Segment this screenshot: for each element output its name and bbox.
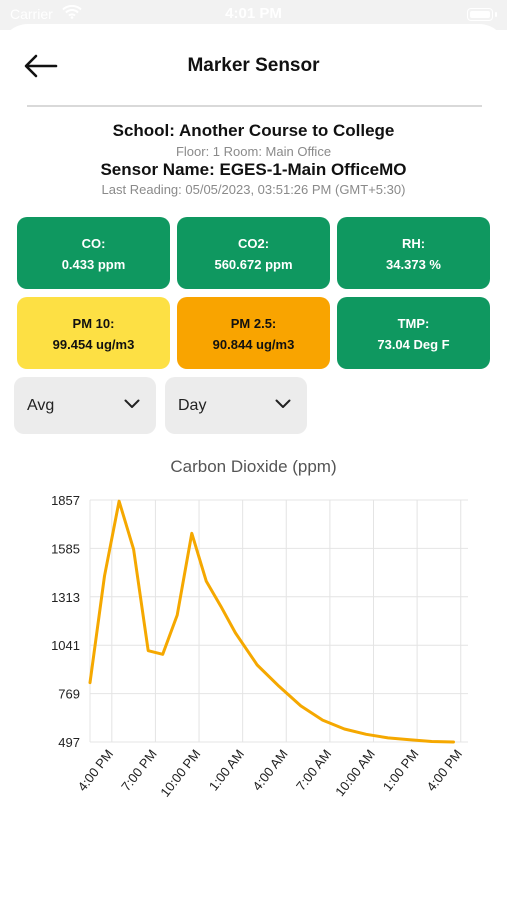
y-tick-label: 1041 [51,638,80,653]
x-tick-label: 1:00 PM [380,747,422,794]
reading-card-co2[interactable]: CO2: 560.672 ppm [177,217,330,289]
reading-value: 90.844 ug/m3 [212,337,295,352]
sensor-name: Sensor Name: EGES-1-Main OfficeMO [100,160,407,179]
last-reading: Last Reading: 05/05/2023, 03:51:26 PM (G… [101,182,406,197]
modal-sheet [0,24,507,900]
reading-value: 0.433 ppm [61,257,126,272]
x-tick-label: 10:00 AM [332,747,378,800]
page-title: Marker Sensor [187,55,320,76]
reading-card-co[interactable]: CO: 0.433 ppm [17,217,170,289]
reading-value: 99.454 ug/m3 [52,337,135,352]
y-tick-label: 1585 [51,541,80,556]
floor-room: Floor: 1 Room: Main Office [175,144,332,159]
aggregate-value: Avg [27,397,55,414]
x-tick-label: 4:00 AM [249,747,290,794]
reading-value: 73.04 Deg F [377,337,450,352]
reading-value: 34.373 % [386,257,441,272]
reading-label: PM 2.5: [230,316,277,331]
y-tick-label: 1313 [51,590,80,605]
chevron-down-icon [275,399,291,408]
reading-card-pm10[interactable]: PM 10: 99.454 ug/m3 [17,297,170,369]
range-dropdown[interactable]: Day [165,377,307,434]
y-tick-label: 497 [58,735,80,750]
reading-value: 560.672 ppm [214,257,293,272]
x-tick-label: 1:00 AM [206,747,247,794]
x-tick-label: 4:00 PM [423,747,465,794]
school-name: School: Another Course to College [112,121,395,140]
x-tick-label: 4:00 PM [75,747,117,794]
header-divider [27,105,482,107]
battery-icon [467,8,497,21]
reading-label: CO: [81,236,106,251]
range-value: Day [178,397,207,414]
reading-label: RH: [401,236,426,251]
reading-card-pm25[interactable]: PM 2.5: 90.844 ug/m3 [177,297,330,369]
carrier-label: Carrier [10,6,53,22]
x-tick-label: 7:00 PM [118,747,160,794]
x-tick-label: 7:00 AM [293,747,334,794]
chart-grid [89,499,468,743]
reading-card-rh[interactable]: RH: 34.373 % [337,217,490,289]
chart-series [88,499,455,744]
aggregate-dropdown[interactable]: Avg [14,377,156,434]
back-arrow-icon[interactable] [22,52,60,80]
co2-series-line [88,499,455,744]
clock: 4:01 PM [225,5,282,22]
y-tick-label: 1857 [51,493,80,508]
reading-card-tmp[interactable]: TMP: 73.04 Deg F [337,297,490,369]
reading-label: CO2: [237,236,270,251]
chart-title: Carbon Dioxide (ppm) [170,457,337,476]
reading-label: PM 10: [72,316,115,331]
y-tick-label: 769 [58,687,80,702]
reading-label: TMP: [397,316,430,331]
wifi-icon [62,5,82,19]
x-tick-label: 10:00 PM [157,747,203,800]
chevron-down-icon [124,399,140,408]
